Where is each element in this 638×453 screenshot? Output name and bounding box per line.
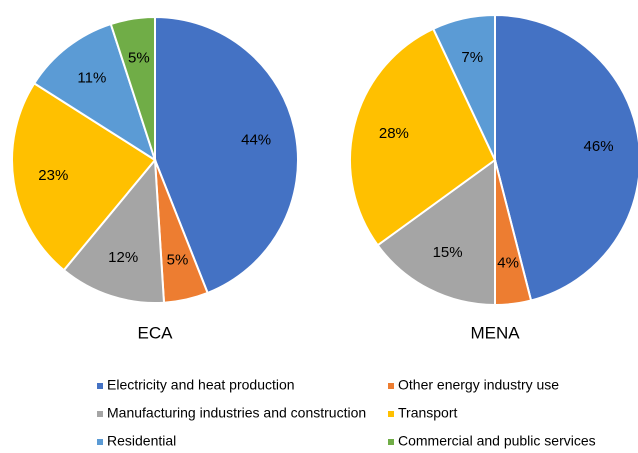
- pie-slice: [32, 22, 157, 163]
- legend-swatch: [388, 439, 394, 445]
- pie-slice: [154, 15, 299, 295]
- data-label: 12%: [108, 249, 138, 266]
- legend-label: Commercial and public services: [398, 433, 596, 449]
- data-label: 23%: [38, 167, 68, 184]
- data-label: 46%: [584, 138, 614, 155]
- data-label: 15%: [433, 244, 463, 261]
- pie-slice: [109, 15, 156, 161]
- data-label: 7%: [461, 49, 483, 66]
- legend-label: Manufacturing industries and constructio…: [107, 405, 366, 421]
- data-label: 11%: [77, 70, 106, 87]
- data-label: 44%: [241, 132, 271, 149]
- legend-swatch: [97, 383, 103, 389]
- pie-slice: [431, 13, 496, 161]
- pie-slice: [11, 81, 157, 272]
- pie-title: MENA: [470, 323, 520, 342]
- legend-swatch: [388, 383, 394, 389]
- pie-slice: [62, 157, 166, 304]
- legend-label: Transport: [398, 405, 458, 421]
- pie-slice: [494, 13, 638, 302]
- legend-swatch: [97, 411, 103, 417]
- pie-slice: [349, 27, 497, 247]
- legend-swatch: [97, 439, 103, 445]
- legend-swatch: [388, 411, 394, 417]
- data-label: 5%: [167, 251, 189, 268]
- data-label: 4%: [497, 255, 519, 272]
- pie-title: ECA: [138, 323, 174, 342]
- legend-label: Electricity and heat production: [107, 377, 295, 393]
- data-label: 5%: [128, 49, 150, 66]
- legend-label: Other energy industry use: [398, 377, 559, 393]
- data-label: 28%: [379, 125, 409, 142]
- pie-slice: [376, 158, 496, 307]
- legend-label: Residential: [107, 433, 176, 449]
